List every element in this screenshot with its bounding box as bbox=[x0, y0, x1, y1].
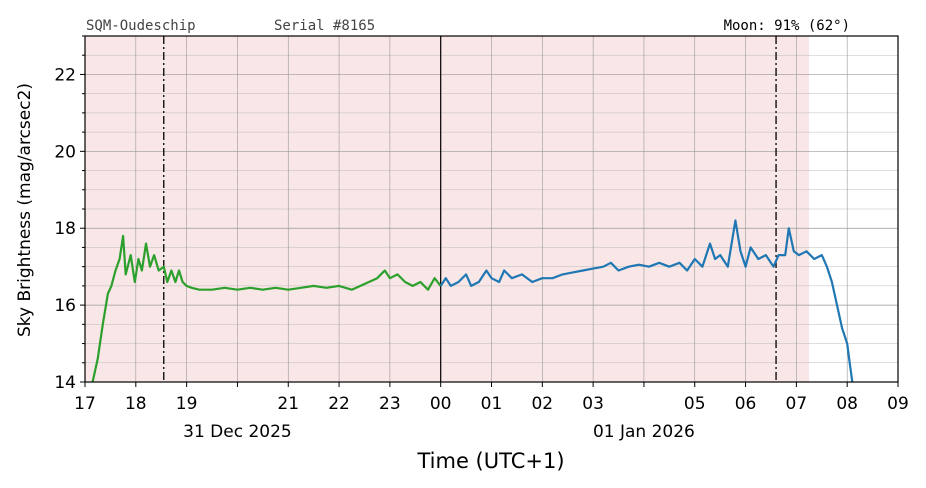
x-tick-label: 09 bbox=[887, 394, 909, 414]
y-axis-label: Sky Brightness (mag/arcsec2) bbox=[15, 83, 35, 337]
y-tick-label: 16 bbox=[54, 296, 76, 316]
x-tick-label: 08 bbox=[836, 394, 858, 414]
y-tick-label: 18 bbox=[54, 219, 76, 239]
x-tick-label: 00 bbox=[430, 394, 452, 414]
y-tick-label: 20 bbox=[54, 142, 76, 162]
date-label: 01 Jan 2026 bbox=[593, 422, 695, 442]
date-label: 31 Dec 2025 bbox=[183, 422, 292, 442]
reference-lines-layer bbox=[163, 36, 777, 382]
y-tick-label: 22 bbox=[54, 65, 76, 85]
x-tick-label: 03 bbox=[582, 394, 604, 414]
x-tick-label: 22 bbox=[328, 394, 350, 414]
x-tick-label: 21 bbox=[277, 394, 299, 414]
x-axis-ticks: 17 18 19 21 22 23 00 01 02 03 05 06 07 08 09 bbox=[74, 382, 909, 414]
series-line-2 bbox=[439, 219, 854, 383]
x-tick-label: 07 bbox=[786, 394, 808, 414]
x-axis-label: Time (UTC+1) bbox=[416, 449, 564, 473]
x-tick-label: 02 bbox=[531, 394, 553, 414]
y-axis-ticks: 14 16 18 20 22 bbox=[54, 35, 85, 393]
moon-info: Moon: 91% (62°) bbox=[724, 18, 850, 34]
station-name: SQM-Oudeschip bbox=[86, 18, 196, 34]
x-tick-label: 01 bbox=[481, 394, 503, 414]
x-tick-label: 06 bbox=[735, 394, 757, 414]
x-tick-label: 19 bbox=[176, 394, 198, 414]
series-line-1 bbox=[91, 234, 442, 383]
x-tick-label: 18 bbox=[125, 394, 147, 414]
series-layer bbox=[91, 219, 854, 383]
serial-number: Serial #8165 bbox=[274, 18, 375, 34]
y-tick-label: 14 bbox=[54, 373, 76, 393]
date-labels: 31 Dec 2025 01 Jan 2026 bbox=[183, 422, 695, 442]
x-tick-label: 05 bbox=[684, 394, 706, 414]
x-tick-label: 23 bbox=[379, 394, 401, 414]
x-tick-label: 17 bbox=[74, 394, 96, 414]
